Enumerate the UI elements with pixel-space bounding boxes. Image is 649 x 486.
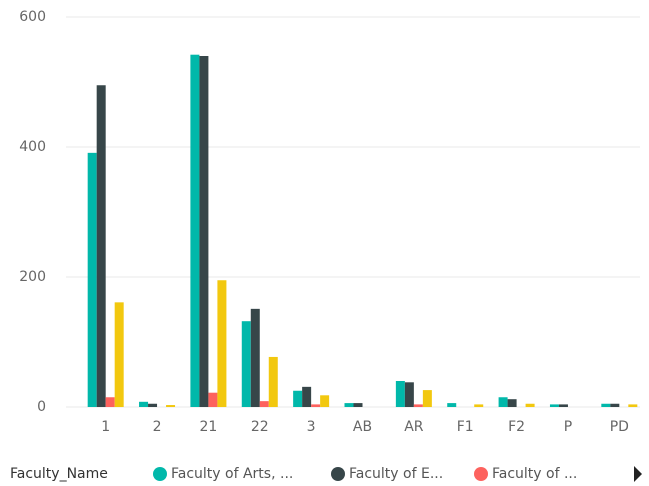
bar <box>344 403 354 407</box>
y-tick-label: 600 <box>19 9 46 25</box>
bar <box>404 382 414 407</box>
bar <box>601 403 611 407</box>
bar <box>474 404 484 407</box>
bar <box>217 280 227 407</box>
bar <box>549 404 559 407</box>
bar <box>558 404 568 407</box>
bar <box>148 403 158 407</box>
bar <box>190 54 200 407</box>
bar <box>293 390 303 407</box>
legend-next-arrow[interactable] <box>634 466 642 482</box>
bar <box>610 403 620 407</box>
bar <box>507 399 517 407</box>
legend-marker <box>331 467 345 481</box>
bar <box>302 386 312 407</box>
x-tick-label: 1 <box>101 419 110 435</box>
bar <box>628 404 638 407</box>
legend-label: Faculty of Arts, ... <box>171 466 293 482</box>
x-tick-label: F1 <box>457 419 474 435</box>
bar <box>498 397 508 407</box>
x-tick-label: F2 <box>508 419 525 435</box>
legend-label: Faculty of E... <box>349 466 443 482</box>
bar <box>311 404 321 407</box>
bar <box>199 56 209 407</box>
bar <box>395 381 405 407</box>
bar <box>166 405 176 407</box>
bar <box>87 152 97 407</box>
bar <box>259 401 269 407</box>
x-tick-label: 2 <box>153 419 162 435</box>
y-tick-label: 200 <box>19 269 46 285</box>
bar <box>413 404 423 407</box>
bar <box>208 392 218 407</box>
legend-marker <box>474 467 488 481</box>
x-tick-label: P <box>564 419 572 435</box>
bar <box>320 395 330 407</box>
bar <box>241 321 251 407</box>
bar <box>105 397 115 407</box>
bar <box>139 401 149 407</box>
bar <box>422 390 432 407</box>
bar <box>96 85 106 407</box>
y-tick-label: 0 <box>37 399 46 415</box>
y-tick-label: 400 <box>19 139 46 155</box>
bar <box>447 403 457 407</box>
x-tick-label: 3 <box>307 419 316 435</box>
x-tick-label: 22 <box>251 419 269 435</box>
bar <box>114 302 124 407</box>
x-tick-label: AB <box>353 419 372 435</box>
legend-marker <box>153 467 167 481</box>
legend-title: Faculty_Name <box>10 466 108 482</box>
x-tick-label: PD <box>610 419 629 435</box>
x-tick-label: AR <box>404 419 424 435</box>
bar <box>250 308 260 407</box>
bar <box>268 356 278 407</box>
bar <box>525 403 535 407</box>
legend-label: Faculty of ... <box>492 466 577 482</box>
x-tick-label: 21 <box>199 419 217 435</box>
bar <box>353 403 363 407</box>
